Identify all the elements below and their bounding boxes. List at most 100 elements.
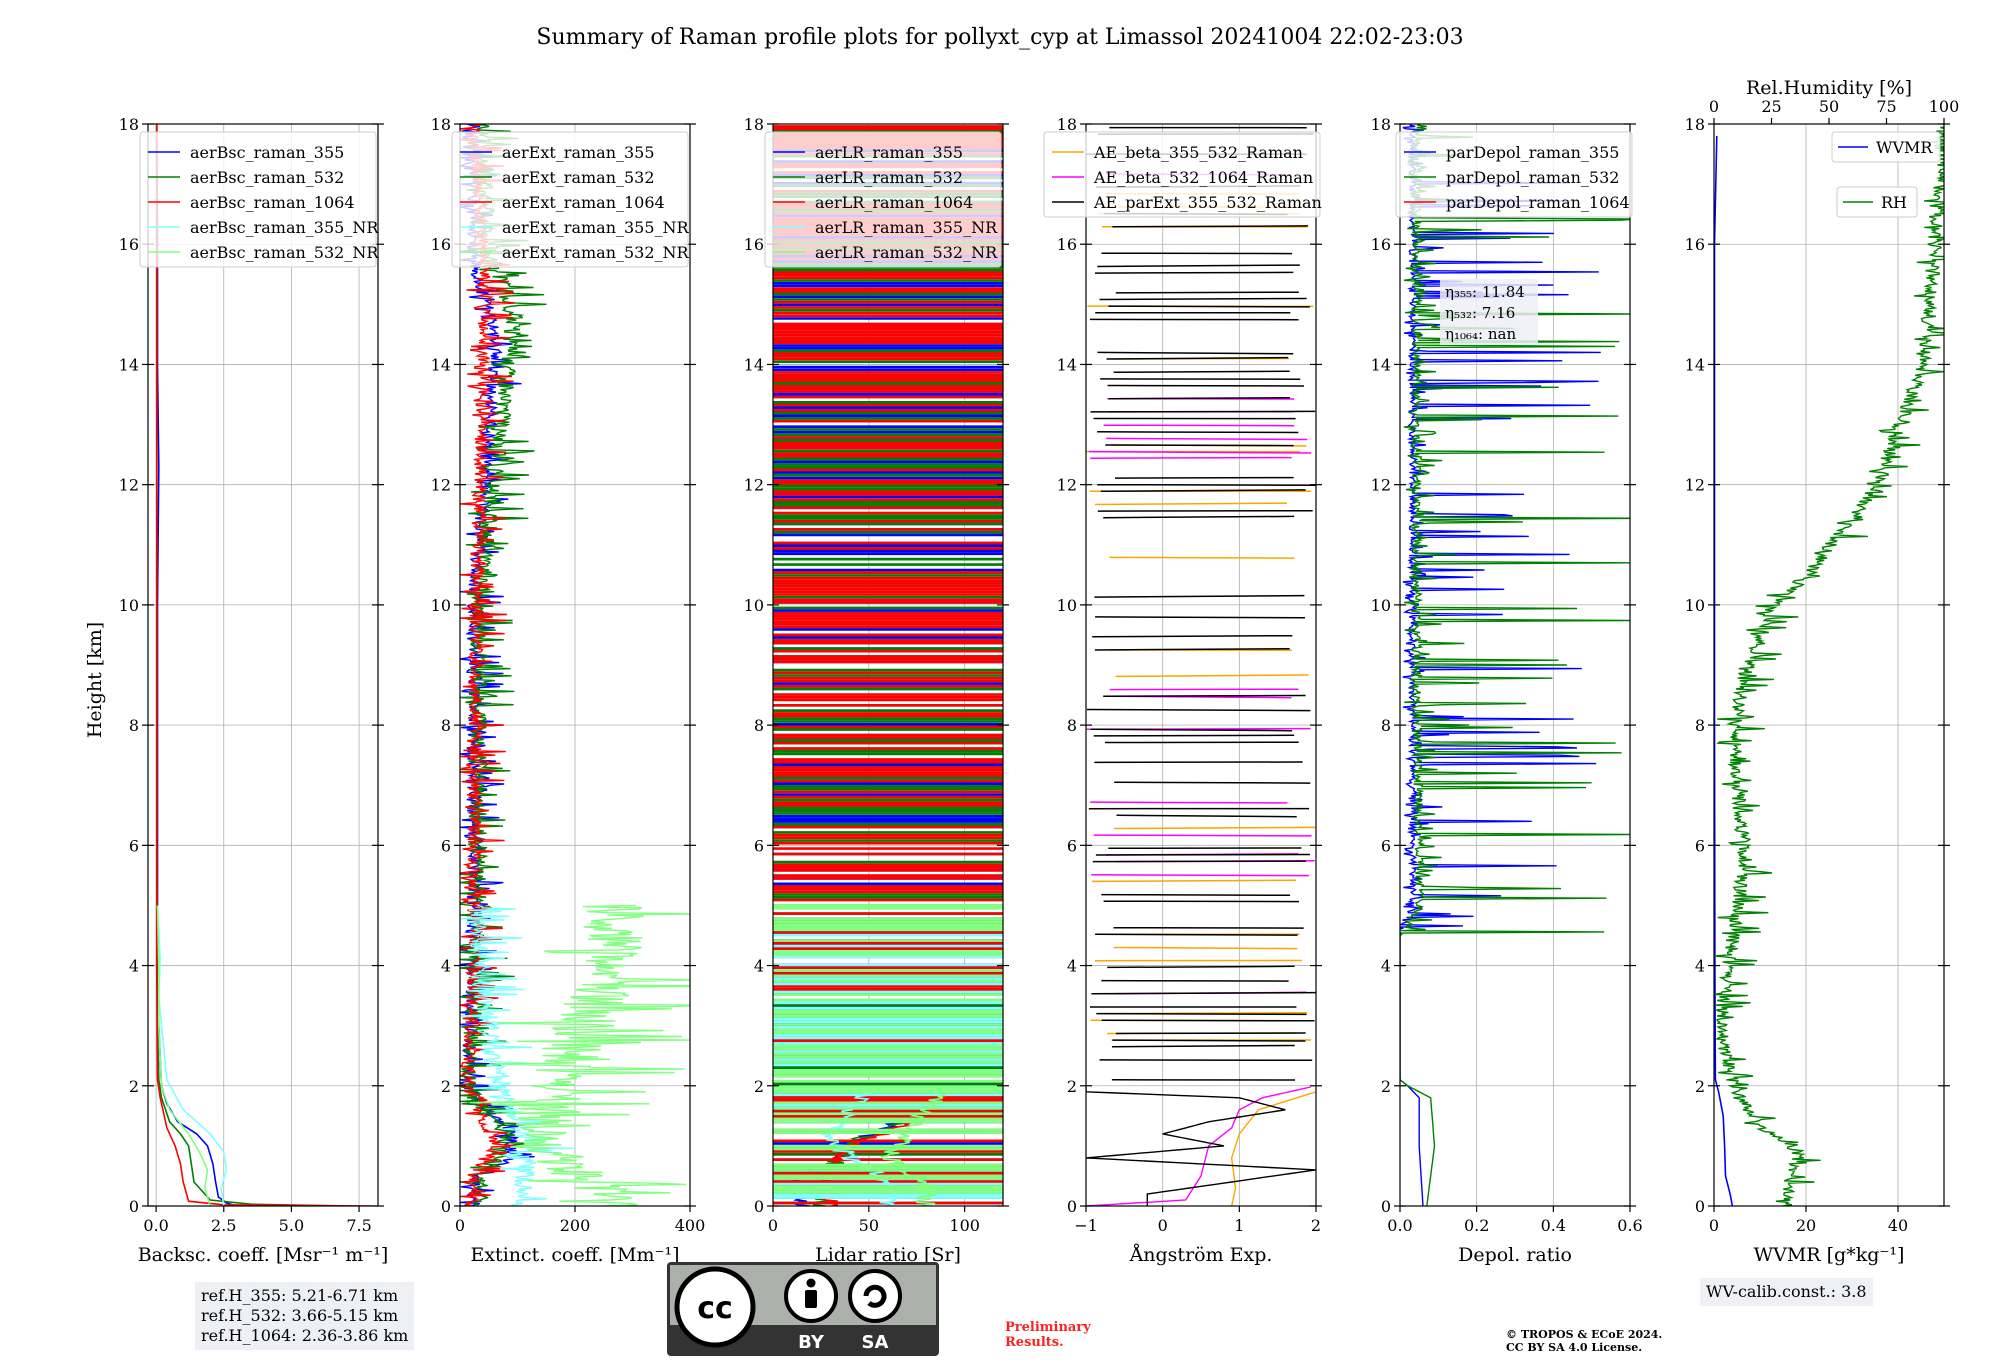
x-tick-label: 400 [675, 1216, 706, 1235]
x2-tick-label: 100 [1929, 97, 1960, 116]
y-tick-label: 6 [441, 836, 451, 855]
x-tick-label: 100 [949, 1216, 980, 1235]
y-tick-label: 12 [1057, 476, 1077, 495]
y-tick-label: 16 [119, 235, 139, 254]
x-tick-label: 200 [560, 1216, 591, 1235]
legend-box [1831, 131, 1941, 163]
y-tick-label: 0 [1067, 1197, 1077, 1216]
legend-box [139, 131, 377, 268]
legend-entry: aerExt_raman_1064 [502, 193, 665, 212]
legend-box [1043, 131, 1321, 218]
legend-entry: aerLR_raman_355 [815, 143, 963, 162]
axes-frame [1399, 123, 1631, 1207]
legend-entry: parDepol_raman_532 [1446, 168, 1619, 187]
y-tick-label: 16 [431, 235, 451, 254]
y-tick-label: 18 [1371, 115, 1391, 134]
y-tick-label: 12 [1371, 476, 1391, 495]
y-tick-label: 10 [431, 596, 451, 615]
x-tick-label: 5.0 [279, 1216, 304, 1235]
y-tick-label: 12 [431, 476, 451, 495]
series-aerLR_raman_532_NR-bands [773, 904, 1003, 1194]
panel-3: 0 2 4 6 8 10 12 14 16 18 0 50 100 Lidar ratio [Sr] aer… [744, 115, 1009, 1266]
y-tick-label: 18 [431, 115, 451, 134]
plot-area [460, 124, 690, 1206]
legend-entry: aerBsc_raman_532_NR [190, 243, 379, 262]
y-axis-label: Height [km] [84, 622, 106, 738]
plot-area [1086, 126, 1316, 1206]
y-tick-label: 8 [1381, 716, 1391, 735]
plot-area [773, 125, 1003, 1206]
sa-label: SA [862, 1332, 889, 1353]
x2-axis-label: Rel.Humidity [%] [1746, 77, 1912, 99]
x-axis-label: Depol. ratio [1458, 1244, 1572, 1266]
legend-entry: aerLR_raman_532 [815, 168, 963, 187]
legend-entry: RH [1881, 193, 1907, 212]
x-axis-label: Backsc. coeff. [Msr⁻¹ m⁻¹] [138, 1244, 389, 1266]
legend-entry: aerLR_raman_1064 [815, 193, 973, 212]
x2-tick-label: 50 [1819, 97, 1839, 116]
cc-circle-icon [674, 1266, 756, 1348]
y-tick-label: 14 [1685, 355, 1705, 374]
eta-annotation: η₃₅₅: 11.84 [1445, 283, 1525, 301]
y-tick-label: 16 [1057, 235, 1077, 254]
x-tick-label: 7.5 [346, 1216, 371, 1235]
y-tick-label: 6 [754, 836, 764, 855]
axes-frame [1085, 123, 1317, 1207]
series-aerBsc_raman_355_NR [156, 905, 228, 1206]
eta-annotation: η₁₀₆₄: nan [1445, 325, 1516, 343]
y-tick-label: 4 [129, 957, 139, 976]
legend-box [1836, 186, 1918, 218]
legend-entry: parDepol_raman_1064 [1446, 193, 1630, 212]
y-tick-label: 4 [754, 957, 764, 976]
legend-box [1395, 131, 1633, 218]
panel-5: 0 2 4 6 8 10 12 14 16 18 0.0 0.2 0.4 0.6 Depol. ratio p… [1371, 115, 1643, 1266]
series-parDepol_raman_532 [1400, 124, 1630, 1206]
eta-annotation-box [1440, 279, 1538, 345]
legend-entry: aerExt_raman_532_NR [502, 243, 690, 262]
y-tick-label: 8 [441, 716, 451, 735]
axes-frame [772, 123, 1004, 1207]
x-tick-label: 40 [1888, 1216, 1908, 1235]
legend-entry: AE_beta_355_532_Raman [1093, 143, 1303, 162]
y-tick-label: 0 [129, 1197, 139, 1216]
y-tick-label: 16 [1371, 235, 1391, 254]
by-person-body [805, 1290, 817, 1308]
reference-height-note: ref.H_355: 5.21-6.71 km ref.H_532: 3.66-… [195, 1282, 415, 1350]
x-tick-label: 2 [1311, 1216, 1321, 1235]
sa-share-icon [848, 1269, 902, 1323]
x-tick-label: 2.5 [211, 1216, 236, 1235]
series-aerBsc_raman_532_NR [156, 905, 211, 1206]
series-AE_beta_532_1064_Raman [1086, 1086, 1311, 1206]
series-aerLR_raman_1064-bands [773, 125, 1003, 1205]
y-tick-label: 4 [441, 957, 451, 976]
y-tick-label: 8 [1695, 716, 1705, 735]
y-tick-label: 8 [754, 716, 764, 735]
legend-entry: AE_beta_532_1064_Raman [1093, 168, 1313, 187]
y-tick-label: 6 [1067, 836, 1077, 855]
y-tick-label: 12 [1685, 476, 1705, 495]
series-aerExt_raman_532_NR [469, 904, 690, 1206]
x2-tick-label: 75 [1876, 97, 1896, 116]
x-tick-label: 0.6 [1617, 1216, 1642, 1235]
y-tick-label: 2 [129, 1077, 139, 1096]
legend-entry: aerBsc_raman_1064 [190, 193, 355, 212]
axes-frame [1713, 123, 1945, 1207]
legend-entry: WVMR [1876, 138, 1933, 157]
x-tick-label: 20 [1796, 1216, 1816, 1235]
x-tick-label: 50 [859, 1216, 879, 1235]
x-axis-label: Lidar ratio [Sr] [815, 1244, 961, 1266]
legend-entry: aerExt_raman_355 [502, 143, 655, 162]
x-tick-label: −1 [1074, 1216, 1098, 1235]
x-tick-label: 0 [455, 1216, 465, 1235]
y-tick-label: 0 [1695, 1197, 1705, 1216]
y-tick-label: 16 [1685, 235, 1705, 254]
x-axis-label: WVMR [g*kg⁻¹] [1754, 1244, 1905, 1266]
y-tick-label: 14 [744, 355, 764, 374]
y-tick-label: 10 [744, 596, 764, 615]
series-aerBsc_raman_1064 [155, 124, 373, 1206]
panel-2: 0 2 4 6 8 10 12 14 16 18 0 200 400 Extinct. coeff. [M… [431, 115, 706, 1266]
